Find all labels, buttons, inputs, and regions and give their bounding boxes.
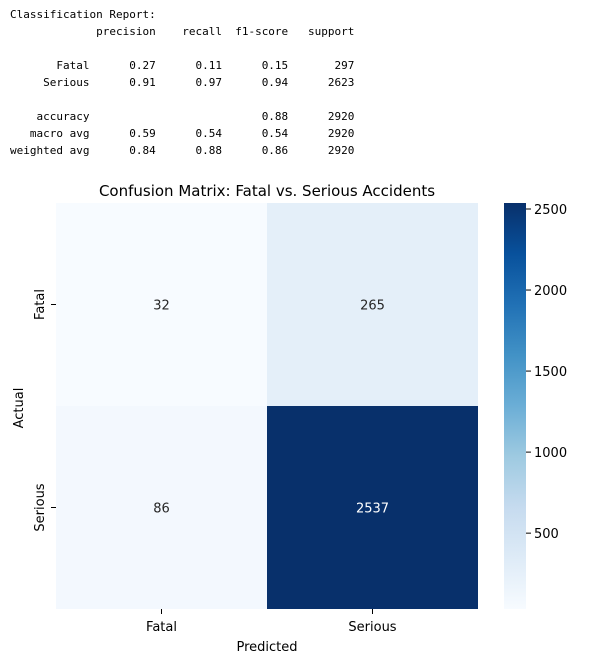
report-precision: 0.91: [89, 76, 156, 89]
report-support: 297: [288, 59, 355, 72]
heatmap-cell: [56, 203, 267, 406]
report-support: 2623: [288, 76, 355, 89]
x-tick-label: Serious: [348, 620, 396, 635]
report-recall: 0.54: [155, 127, 222, 140]
heatmap-cell: [56, 406, 267, 609]
heatmap-axes: Fatal Serious Fatal Serious: [33, 289, 397, 635]
report-precision: 0.27: [89, 59, 156, 72]
report-f1-score: 0.88: [221, 110, 289, 123]
colorbar-tick-label: 1000: [534, 446, 567, 461]
report-row-label: Serious: [10, 76, 90, 89]
report-row-label: accuracy: [10, 110, 90, 123]
report-title: Classification Report:: [10, 8, 156, 21]
colorbar: [504, 203, 526, 609]
cell-value-label: 265: [360, 299, 385, 314]
report-f1-score: 0.94: [221, 76, 289, 89]
report-precision: 0.84: [89, 144, 156, 157]
cell-value-label: 32: [153, 299, 170, 314]
report-column-header: precision: [89, 25, 156, 38]
report-support: 2920: [288, 127, 355, 140]
colorbar-tick-label: 2000: [534, 284, 567, 299]
report-row-label: Fatal: [10, 59, 90, 72]
report-column-header: f1-score: [221, 25, 289, 38]
report-f1-score: 0.86: [221, 144, 289, 157]
chart-title: Confusion Matrix: Fatal vs. Serious Acci…: [99, 182, 435, 200]
colorbar-ticks: 500 1000 1500 2000 2500: [526, 203, 567, 542]
report-column-header: support: [288, 25, 355, 38]
heatmap-cell: [267, 406, 478, 609]
report-f1-score: 0.15: [221, 59, 289, 72]
colorbar-tick-label: 2500: [534, 203, 567, 218]
report-column-header: recall: [155, 25, 222, 38]
y-axis-label: Actual: [12, 388, 27, 429]
heatmap-cells: 32 265 86 2537: [56, 203, 478, 609]
colorbar-tick-label: 1500: [534, 365, 567, 380]
x-tick-label: Fatal: [146, 620, 177, 635]
report-row-label: weighted avg: [10, 144, 90, 157]
colorbar-tick-label: 500: [534, 527, 559, 542]
report-recall: 0.88: [155, 144, 222, 157]
classification-report: Classification Report: precision recall …: [10, 6, 354, 159]
cell-value-label: 86: [153, 502, 170, 517]
y-tick-label: Fatal: [33, 289, 48, 320]
report-row-label: macro avg: [10, 127, 90, 140]
y-tick-label: Serious: [33, 483, 48, 531]
report-precision: 0.59: [89, 127, 156, 140]
report-support: 2920: [288, 110, 355, 123]
report-recall: 0.11: [155, 59, 222, 72]
report-recall: 0.97: [155, 76, 222, 89]
report-f1-score: 0.54: [221, 127, 289, 140]
heatmap-cell: [267, 203, 478, 406]
x-axis-label: Predicted: [236, 640, 297, 655]
report-support: 2920: [288, 144, 355, 157]
cell-value-label: 2537: [356, 502, 389, 517]
